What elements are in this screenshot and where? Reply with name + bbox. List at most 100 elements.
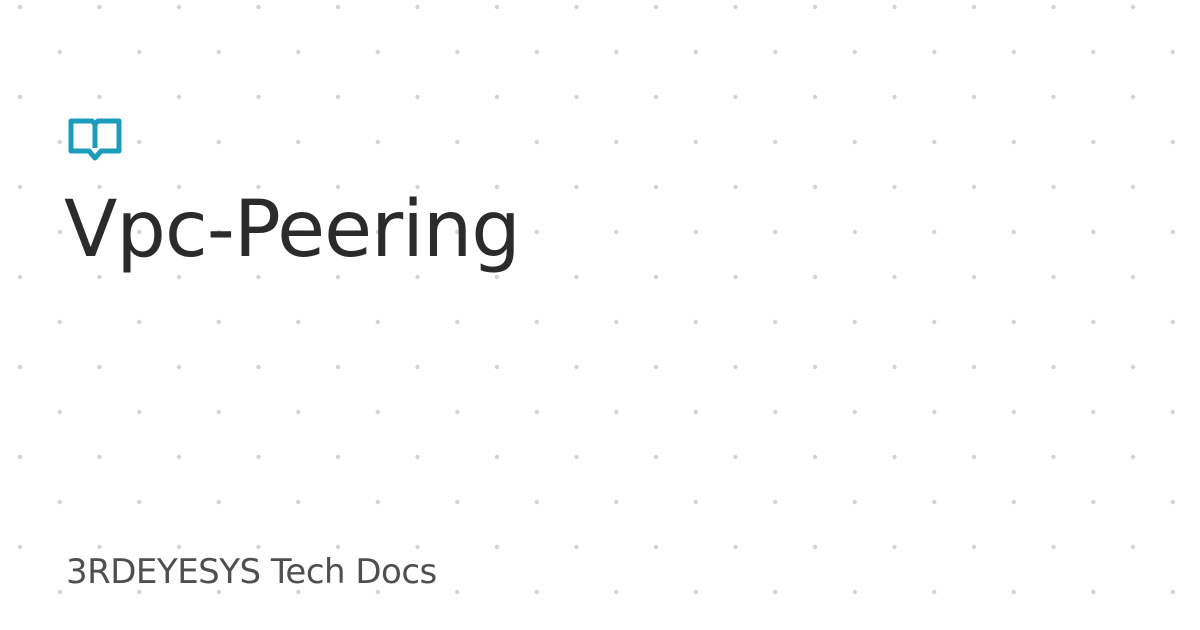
background-dot (574, 274, 579, 280)
background-dot (574, 184, 579, 190)
background-dot (614, 319, 619, 325)
background-dot (812, 544, 818, 550)
background-dot (17, 274, 23, 280)
background-dot (852, 49, 857, 55)
background-dot (693, 229, 698, 235)
background-dot (335, 94, 341, 100)
background-dot (375, 589, 380, 595)
background-dot (17, 94, 23, 100)
background-dot (1170, 139, 1176, 145)
background-dot (614, 139, 619, 145)
background-dot (176, 4, 182, 10)
background-dot (693, 589, 698, 595)
background-dot (216, 409, 221, 415)
background-dot (1091, 499, 1096, 505)
background-dot (176, 94, 182, 100)
background-dot (1051, 94, 1056, 100)
background-dot (534, 49, 539, 55)
background-dot (1011, 229, 1016, 235)
background-dot (455, 139, 460, 145)
background-dot (256, 184, 261, 190)
background-dot (375, 409, 380, 415)
background-dot (574, 544, 579, 550)
background-dot (971, 454, 977, 460)
background-dot (97, 4, 102, 10)
background-dot (892, 544, 897, 550)
background-dot (971, 274, 977, 280)
background-dot (534, 319, 539, 325)
background-dot (614, 229, 619, 235)
open-book-icon (68, 118, 122, 161)
background-dot (256, 544, 261, 550)
background-dot (852, 409, 857, 415)
background-dot (335, 184, 341, 190)
background-dot (614, 409, 619, 415)
background-dot (534, 589, 539, 595)
site-name: 3RDEYESYS Tech Docs (66, 552, 437, 592)
background-dot (1011, 589, 1016, 595)
background-dot (852, 319, 857, 325)
background-dot (971, 4, 977, 10)
background-dot (773, 499, 778, 505)
background-dot (216, 139, 221, 145)
background-dot (455, 319, 460, 325)
background-dot (256, 364, 261, 370)
background-dot (773, 139, 778, 145)
background-dot (614, 499, 619, 505)
background-dot (375, 49, 380, 55)
background-dot (812, 94, 818, 100)
background-dot (733, 94, 738, 100)
background-dot (1170, 229, 1176, 235)
background-dot (1091, 319, 1096, 325)
background-dot (892, 364, 897, 370)
background-dot (455, 499, 460, 505)
background-dot (653, 4, 659, 10)
background-dot (455, 409, 460, 415)
background-dot (773, 49, 778, 55)
background-dot (653, 94, 659, 100)
background-dot (733, 454, 738, 460)
background-dot (296, 409, 301, 415)
background-dot (256, 274, 261, 280)
background-dot (653, 454, 659, 460)
background-dot (97, 454, 102, 460)
background-dot (57, 589, 62, 595)
background-dot (733, 364, 738, 370)
background-dot (17, 4, 23, 10)
background-dot (892, 94, 897, 100)
background-dot (932, 589, 937, 595)
background-dot (176, 364, 182, 370)
background-dot (1051, 544, 1056, 550)
background-dot (1170, 319, 1176, 325)
background-dot (1051, 454, 1056, 460)
background-dot (534, 409, 539, 415)
background-dot (653, 364, 659, 370)
background-dot (57, 409, 62, 415)
background-dot (812, 274, 818, 280)
background-dot (1011, 319, 1016, 325)
page-title: Vpc-Peering (64, 185, 521, 275)
background-dot (176, 454, 182, 460)
background-dot (812, 454, 818, 460)
background-dot (733, 274, 738, 280)
background-dot (494, 274, 500, 280)
background-dot (1170, 499, 1176, 505)
background-dot (574, 94, 579, 100)
background-dot (1091, 49, 1096, 55)
background-dot (1051, 4, 1056, 10)
background-dot (812, 184, 818, 190)
background-dot (892, 4, 897, 10)
background-dot (653, 544, 659, 550)
background-dot (335, 364, 341, 370)
background-dot (415, 184, 420, 190)
background-dot (971, 364, 977, 370)
background-dot (971, 94, 977, 100)
background-dot (256, 454, 261, 460)
background-dot (455, 49, 460, 55)
background-dot (57, 139, 62, 145)
background-dot (693, 409, 698, 415)
background-dot (494, 4, 500, 10)
background-dot (932, 49, 937, 55)
background-dot (296, 49, 301, 55)
